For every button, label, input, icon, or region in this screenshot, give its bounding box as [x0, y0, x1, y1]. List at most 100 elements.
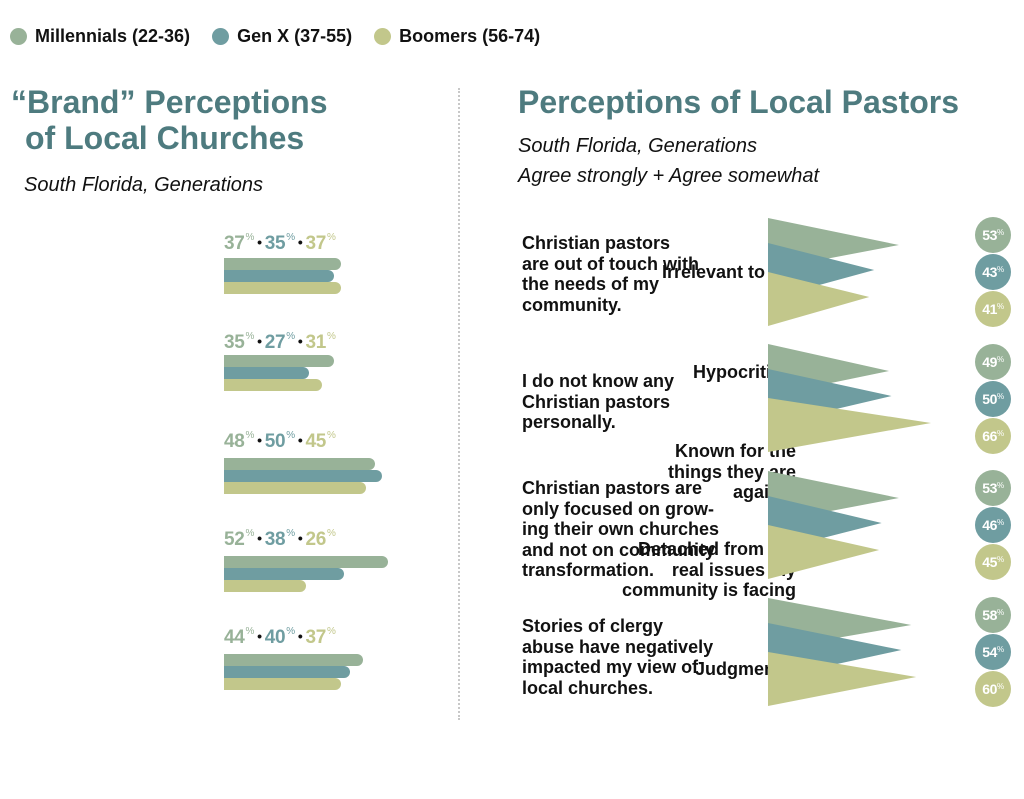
value: 54	[982, 644, 998, 660]
value-circle-millennials: 49%	[975, 344, 1011, 380]
value-circle-genx: 50%	[975, 381, 1011, 417]
millennials-value: 35	[224, 332, 245, 353]
bullet-separator: •	[257, 432, 262, 448]
percent-sign: %	[997, 354, 1004, 364]
millennials-value: 37	[224, 233, 245, 254]
percent-sign: %	[997, 391, 1004, 401]
bullet-separator: •	[297, 628, 303, 644]
value-circle-boomers: 66%	[975, 418, 1011, 454]
percent-sign: %	[997, 607, 1004, 617]
bar-millennials	[224, 556, 388, 568]
percent-sign: %	[245, 626, 255, 637]
value-circle-boomers: 41%	[975, 291, 1011, 327]
genx-value: 50	[264, 431, 286, 452]
value-labels: 44% • 40% • 37%	[224, 626, 336, 649]
bar-millennials	[224, 654, 363, 666]
percent-sign: %	[327, 232, 336, 243]
bullet-separator: •	[297, 432, 303, 448]
bullet-separator: •	[257, 234, 262, 250]
genx-value: 38	[264, 529, 286, 550]
bar-millennials	[224, 258, 341, 270]
right-chart-subtitle: South Florida, Generations Agree strongl…	[518, 131, 819, 191]
value-labels: 52% • 38% • 26%	[224, 528, 336, 551]
genx-value: 35	[264, 233, 286, 254]
percent-sign: %	[327, 430, 336, 441]
percent-sign: %	[997, 301, 1004, 311]
legend-dot-millennials-icon	[10, 28, 27, 45]
legend-dot-genx-icon	[212, 28, 230, 45]
percent-sign: %	[245, 430, 255, 441]
value-labels: 48% • 50% • 45%	[224, 430, 336, 453]
legend-label: Gen X (37-55)	[237, 26, 353, 46]
left-title-line2: of Local Churches	[25, 120, 305, 156]
percent-sign: %	[286, 626, 295, 637]
value: 45	[982, 554, 998, 570]
value: 53	[982, 227, 998, 243]
bar-boomers	[224, 282, 341, 294]
percent-sign: %	[997, 428, 1004, 438]
row-label: I do not know any Christian pastors pers…	[522, 371, 674, 432]
percent-sign: %	[286, 528, 295, 539]
value-labels: 35% • 27% • 31%	[224, 331, 336, 354]
row-label: Stories of clergy abuse have negatively …	[522, 616, 714, 698]
millennials-value: 52	[224, 529, 245, 550]
bar-genx	[224, 367, 310, 379]
value-circle-boomers: 60%	[975, 671, 1011, 707]
percent-sign: %	[245, 528, 255, 539]
row-label: Christian pastors are out of touch with …	[522, 233, 699, 315]
percent-sign: %	[997, 644, 1004, 654]
value-circle-genx: 43%	[975, 254, 1011, 290]
legend-item-boomers: Boomers (56-74)	[374, 26, 540, 47]
bar-boomers	[224, 580, 306, 592]
left-title-line1: “Brand” Perceptions	[11, 84, 328, 120]
genx-value: 27	[264, 332, 286, 353]
percent-sign: %	[997, 264, 1004, 274]
value: 46	[982, 517, 998, 533]
bullet-separator: •	[297, 234, 303, 250]
percent-sign: %	[286, 232, 295, 243]
row-label: Detached from the real issues my communi…	[621, 539, 796, 600]
value-circle-genx: 46%	[975, 507, 1011, 543]
percent-sign: %	[997, 227, 1004, 237]
bullet-separator: •	[297, 333, 303, 349]
legend-dot-boomers-icon	[374, 28, 392, 45]
percent-sign: %	[286, 430, 295, 441]
legend: Millennials (22-36) Gen X (37-55) Boomer…	[10, 26, 562, 47]
row-label: Christian pastors are only focused on gr…	[522, 478, 720, 580]
bar-genx	[224, 666, 350, 678]
bullet-separator: •	[297, 530, 303, 546]
value: 58	[982, 607, 998, 623]
bar-boomers	[224, 379, 322, 391]
bullet-separator: •	[257, 628, 262, 644]
bullet-separator: •	[257, 333, 262, 349]
right-subtitle-line2: Agree strongly + Agree somewhat	[518, 165, 820, 187]
value-circle-millennials: 53%	[975, 217, 1011, 253]
millennials-value: 44	[224, 627, 245, 648]
boomers-value: 37	[305, 627, 327, 648]
percent-sign: %	[327, 331, 336, 342]
column-divider	[458, 88, 460, 720]
legend-item-millennials: Millennials (22-36)	[10, 26, 190, 47]
percent-sign: %	[245, 331, 255, 342]
value: 49	[982, 354, 998, 370]
percent-sign: %	[245, 232, 255, 243]
bar-genx	[224, 568, 344, 580]
value: 66	[982, 428, 998, 444]
percent-sign: %	[997, 554, 1004, 564]
percent-sign: %	[286, 331, 295, 342]
value-labels: 37% • 35% • 37%	[224, 232, 336, 255]
percent-sign: %	[997, 517, 1004, 527]
legend-label: Boomers (56-74)	[399, 26, 541, 46]
legend-item-genx: Gen X (37-55)	[212, 26, 352, 47]
millennials-value: 48	[224, 431, 245, 452]
right-chart-title: Perceptions of Local Pastors	[518, 84, 960, 120]
triangle-boomers	[768, 398, 932, 452]
boomers-value: 45	[305, 431, 327, 452]
left-chart-subtitle: South Florida, Generations	[24, 174, 264, 196]
left-chart-title: “Brand” Perceptions of Local Churches	[11, 84, 328, 156]
bar-boomers	[224, 678, 341, 690]
percent-sign: %	[997, 480, 1004, 490]
value-circle-boomers: 45%	[975, 544, 1011, 580]
value-circle-millennials: 53%	[975, 470, 1011, 506]
